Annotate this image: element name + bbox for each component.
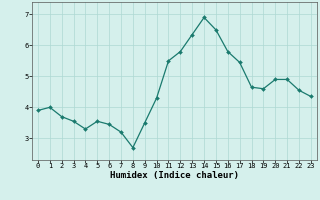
X-axis label: Humidex (Indice chaleur): Humidex (Indice chaleur) xyxy=(110,171,239,180)
